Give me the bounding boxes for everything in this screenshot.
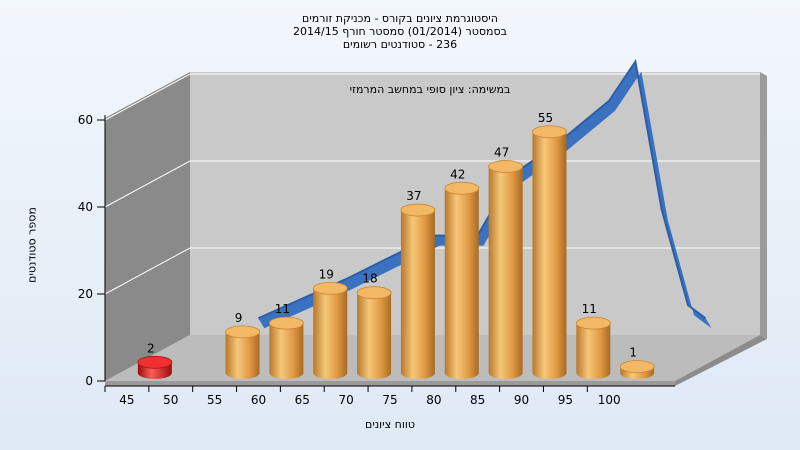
x-axis-label: טווח ציונים <box>365 418 415 431</box>
bar-value-label: 11 <box>582 302 597 316</box>
back-wall-side <box>760 72 767 339</box>
bar-body <box>444 186 479 379</box>
bar-body <box>313 286 348 379</box>
bar-value-label: 42 <box>450 167 465 181</box>
x-tick-label: 75 <box>382 393 397 407</box>
bar-2 <box>268 316 304 379</box>
bar-value-label: 9 <box>235 311 243 325</box>
bar-value-label: 47 <box>494 146 509 160</box>
y-tick-label: 40 <box>78 200 93 214</box>
bar-7 <box>488 160 524 379</box>
bar-body <box>225 329 260 379</box>
grid-line-60 <box>104 73 760 121</box>
bar-body <box>576 321 611 379</box>
bar-top <box>400 203 436 217</box>
bar-top <box>312 281 348 295</box>
bar-value-label: 55 <box>538 111 553 125</box>
y-tick-label: 20 <box>78 287 93 301</box>
x-tick-label: 100 <box>598 393 621 407</box>
floor-side-edge <box>675 335 767 386</box>
y-tick-label: 60 <box>78 113 93 127</box>
bar-value-label: 37 <box>406 189 421 203</box>
bar-value-label: 1 <box>629 346 637 360</box>
bar-9 <box>575 316 611 379</box>
bar-1 <box>225 325 260 379</box>
x-tick-label: 95 <box>558 393 573 407</box>
bar-top <box>444 181 480 195</box>
bar-value-label: 18 <box>362 272 377 286</box>
bar-body <box>400 208 435 379</box>
x-tick-label: 90 <box>514 393 529 407</box>
x-tick-label: 65 <box>295 393 310 407</box>
bar-top <box>532 125 567 139</box>
y-ticks: 0 20 40 60 <box>78 113 106 388</box>
bar-top <box>356 286 392 300</box>
bar-3 <box>312 281 348 379</box>
bar-6 <box>444 181 480 379</box>
bar-value-label: 19 <box>319 267 334 281</box>
bar-value-label: 2 <box>147 341 155 355</box>
bar-top <box>575 316 611 330</box>
title-line-3: 236 - סטודנטים רשומים <box>342 38 458 51</box>
title-line-2: בסמסטר (01/2014) סמסטר חורף 2014/15 <box>293 25 507 38</box>
grid-line-40 <box>104 160 760 208</box>
x-tick-label: 80 <box>426 393 441 407</box>
chart-subtitle: במשימה: ציון סופי במחשב המרמזי <box>350 83 511 96</box>
bars-group <box>137 125 655 379</box>
x-tick-label: 85 <box>470 393 485 407</box>
floor-edge <box>105 381 675 386</box>
bar-body <box>357 290 392 379</box>
x-tick-label: 70 <box>339 393 354 407</box>
y-tick-label: 0 <box>85 374 93 388</box>
curve-ribbon <box>258 61 712 329</box>
x-tick-label: 45 <box>119 393 134 407</box>
chart-title: היסטוגרמת ציונים בקורס - מכניקת זורמים ב… <box>200 12 600 51</box>
bar-top <box>488 160 524 173</box>
bar-4 <box>356 286 392 379</box>
bar-top <box>225 325 260 339</box>
bar-8 <box>532 125 567 379</box>
x-ticks: 45 50 55 60 65 70 75 80 85 90 95 100 <box>104 385 675 407</box>
bar-body <box>488 164 523 379</box>
x-tick-label: 50 <box>163 393 178 407</box>
x-tick-label: 60 <box>251 393 266 407</box>
bar-body <box>269 321 304 379</box>
grid-lines <box>104 73 760 295</box>
title-line-1: היסטוגרמת ציונים בקורס - מכניקת זורמים <box>302 12 498 25</box>
bar-value-label: 11 <box>275 302 290 316</box>
bar-top <box>268 316 304 330</box>
bar-top <box>619 360 655 374</box>
grid-line-20 <box>104 247 760 295</box>
left-wall <box>105 72 190 381</box>
bar-10 <box>619 360 655 379</box>
bar-5 <box>400 203 436 379</box>
bar-0 <box>137 355 173 379</box>
bar-body <box>532 129 567 379</box>
x-tick-label: 55 <box>207 393 222 407</box>
bar-top <box>137 355 173 369</box>
